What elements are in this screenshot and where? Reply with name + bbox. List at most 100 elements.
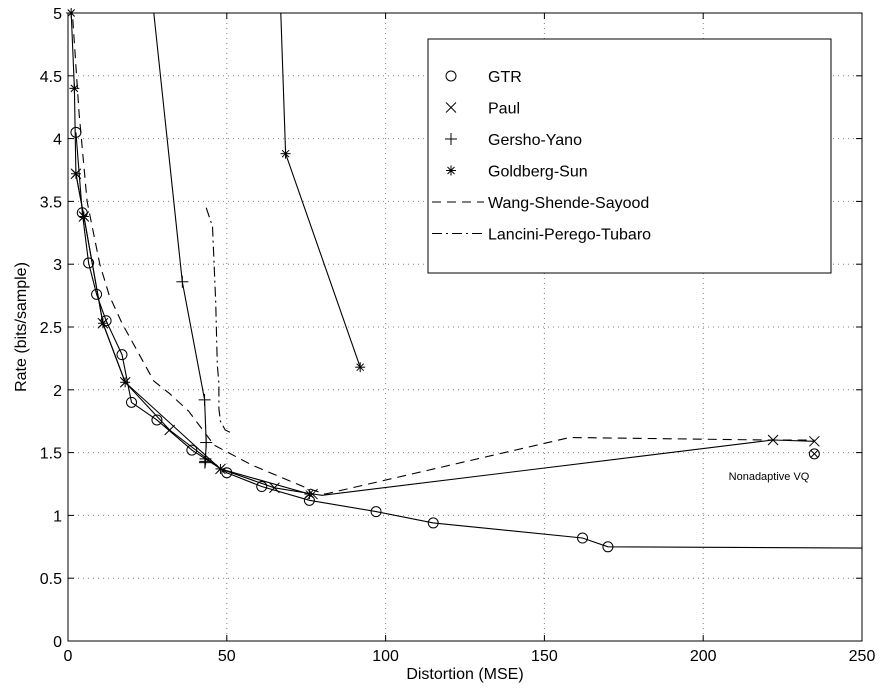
marker-circle — [602, 541, 614, 553]
marker-circle — [427, 517, 439, 529]
marker-asterisk-stroke — [281, 149, 290, 158]
annotation-marker — [808, 448, 820, 460]
data-point-gersho-yano — [198, 393, 211, 406]
y-tick-label: 0.5 — [40, 571, 62, 588]
data-point-gtr — [577, 532, 589, 544]
series-gtr — [70, 126, 863, 553]
data-point-paul — [809, 435, 820, 447]
marker-circle — [256, 481, 268, 493]
data-point-gtr — [256, 481, 268, 493]
data-point-gersho-yano — [200, 436, 213, 449]
data-point-gtr — [83, 257, 95, 269]
marker-asterisk-stroke — [70, 84, 79, 93]
legend-marker-gtr — [445, 70, 457, 82]
legend-label-gersho-yano: Gersho-Yano — [488, 132, 582, 149]
data-point-gersho-yano — [176, 275, 189, 288]
data-point-paul — [164, 424, 175, 436]
y-tick-label: 2 — [53, 383, 62, 400]
data-point-goldberg-sun — [97, 318, 108, 329]
x-tick-label: 150 — [531, 648, 558, 665]
legend-marker-goldberg-sun — [446, 165, 456, 176]
x-tick-label: 0 — [64, 648, 73, 665]
y-tick-label: 2.5 — [40, 320, 62, 337]
marker-circle — [577, 532, 589, 544]
series-line-wang-shende-sayood — [72, 19, 815, 495]
marker-asterisk-stroke — [121, 378, 130, 387]
marker-asterisk-stroke — [216, 465, 225, 473]
marker-circle — [186, 444, 198, 456]
marker-asterisk-stroke — [447, 166, 455, 175]
data-point-gtr — [427, 517, 439, 529]
legend-box — [427, 38, 832, 274]
marker-asterisk-stroke — [80, 212, 88, 221]
marker-x-stroke — [809, 435, 820, 447]
series-gersho-yano — [153, 12, 213, 469]
data-point-goldberg-sun — [355, 362, 366, 373]
marker-asterisk-stroke — [99, 319, 107, 328]
y-tick-label: 1 — [53, 508, 62, 525]
data-point-paul — [269, 482, 280, 494]
marker-circle — [370, 506, 382, 518]
y-axis-label: Rate (bits/sample) — [13, 262, 30, 392]
y-tick-label: 1.5 — [40, 446, 62, 463]
marker-x-stroke — [445, 102, 457, 113]
series-lancini-perego-tubaro — [205, 207, 234, 435]
ticks: 0 50 100 150 200 250 0 0.5 1 1.5 2 2.5 3 3.5 4 4.5 5 — [40, 6, 876, 665]
x-tick-label: 250 — [849, 648, 876, 665]
series-line-gtr — [75, 132, 863, 549]
legend-entry-wang-shende-sayood: Wang-Shende-Sayood — [432, 195, 649, 212]
series-wang-shende-sayood — [72, 19, 815, 495]
data-point-gtr — [116, 349, 128, 361]
y-tick-label: 3.5 — [40, 194, 62, 211]
legend-label-gtr: GTR — [488, 69, 522, 86]
marker-circle — [151, 414, 163, 426]
data-point-goldberg-sun — [215, 463, 226, 474]
data-point-goldberg-sun — [120, 377, 131, 388]
marker-x-stroke — [269, 482, 280, 494]
legend-entry-goldberg-sun: Goldberg-Sun — [446, 164, 588, 181]
data-point-gersho-yano — [198, 456, 211, 469]
legend-marker-paul — [445, 102, 457, 113]
marker-x-stroke — [164, 424, 175, 436]
data-point-goldberg-sun — [304, 489, 315, 500]
legend-marker-gersho-yano — [445, 133, 457, 145]
x-tick-label: 200 — [690, 648, 717, 665]
data-point-gtr — [370, 506, 382, 518]
series-line-lancini-perego-tubaro — [205, 207, 234, 435]
series-line-goldberg-sun — [70, 12, 310, 495]
legend-label-paul: Paul — [488, 101, 520, 118]
x-tick-label: 50 — [218, 648, 236, 665]
data-point-gtr — [126, 396, 138, 408]
x-axis-label: Distortion (MSE) — [406, 666, 523, 683]
marker-asterisk-stroke — [305, 490, 314, 498]
legend-entry-gtr: GTR — [445, 69, 522, 86]
marker-circle — [445, 70, 457, 82]
data-point-goldberg-sun — [69, 83, 80, 94]
legend-label-wang-shende-sayood: Wang-Shende-Sayood — [488, 195, 649, 212]
annotation-label: Nonadaptive VQ — [729, 471, 810, 483]
data-point-gtr — [151, 414, 163, 426]
legend-label-goldberg-sun: Goldberg-Sun — [488, 164, 588, 181]
y-tick-label: 3 — [53, 257, 62, 274]
series-group — [66, 8, 863, 553]
data-point-gtr — [186, 444, 198, 456]
y-tick-label: 0 — [53, 634, 62, 651]
marker-asterisk-stroke — [356, 363, 365, 372]
data-point-gtr — [602, 541, 614, 553]
y-tick-label: 5 — [53, 6, 62, 23]
marker-circle — [126, 396, 138, 408]
marker-x-stroke — [810, 450, 819, 458]
marker-circle — [116, 349, 128, 361]
marker-asterisk-stroke — [72, 169, 80, 178]
data-point-goldberg-sun — [280, 148, 291, 159]
marker-circle — [808, 448, 820, 460]
legend-entry-lancini-perego-tubaro: Lancini-Perego-Tubaro — [432, 227, 651, 244]
annotation-group: Nonadaptive VQ — [729, 448, 820, 483]
legend-entry-paul: Paul — [445, 101, 520, 118]
legend: GTR Paul Gersho-Yano Goldberg-Sun Wang-Shend… — [427, 38, 832, 274]
marker-circle — [83, 257, 95, 269]
y-tick-label: 4 — [53, 132, 62, 149]
data-point-goldberg-sun — [78, 211, 89, 222]
legend-entry-gersho-yano: Gersho-Yano — [445, 132, 582, 149]
